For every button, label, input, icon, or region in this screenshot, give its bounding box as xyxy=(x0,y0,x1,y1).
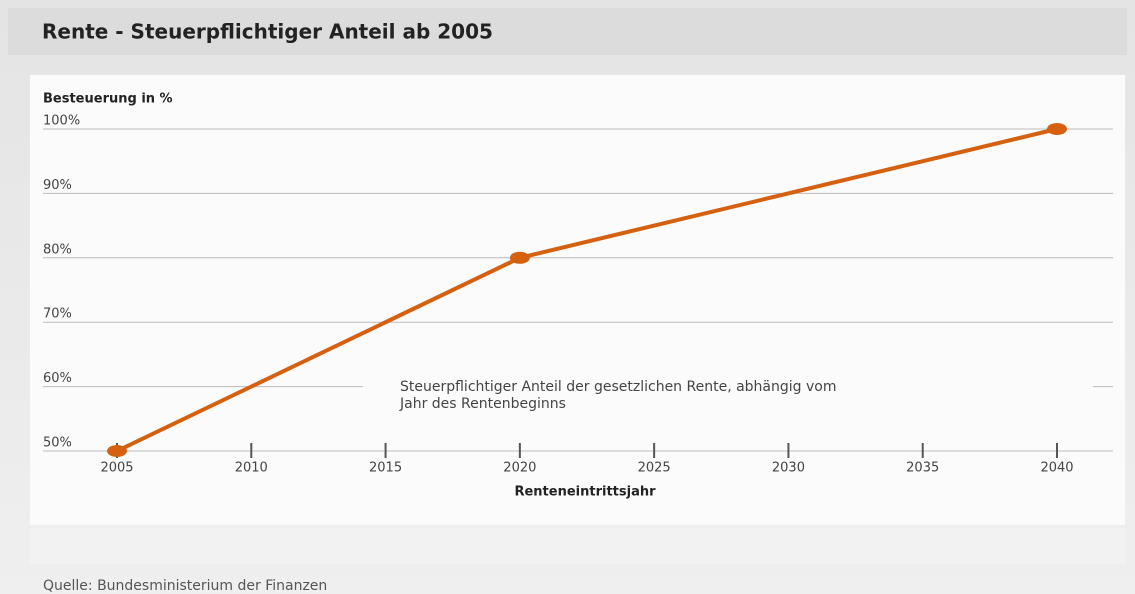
y-tick-label: 50% xyxy=(43,436,72,451)
y-tick-label: 90% xyxy=(43,178,72,193)
y-tick-label: 70% xyxy=(43,307,72,322)
chart-title: Rente - Steuerpflichtiger Anteil ab 2005 xyxy=(42,20,493,44)
point xyxy=(107,445,127,457)
source: Quelle: Bundesministerium der Finanzen xyxy=(43,578,327,594)
x-axis-label: Renteneintrittsjahr xyxy=(514,485,656,500)
y-tick-label: 100% xyxy=(43,114,80,129)
x-tick-label: 2010 xyxy=(235,461,268,476)
title-bar xyxy=(8,8,1127,55)
y-tick-label: 60% xyxy=(43,371,72,386)
y-axis-label: Besteuerung in % xyxy=(43,92,173,107)
footer-strip xyxy=(30,528,1125,564)
annotation: Steuerpflichtiger Anteil der gesetzliche… xyxy=(400,379,836,395)
x-tick-label: 2040 xyxy=(1040,461,1073,476)
point xyxy=(1047,123,1067,135)
grid xyxy=(43,128,1113,452)
x-tick-label: 2030 xyxy=(772,461,805,476)
x-tick-label: 2025 xyxy=(638,461,671,476)
annotation-bg xyxy=(363,376,1093,412)
y-tick-label: 80% xyxy=(43,242,72,257)
x-tick-label: 2035 xyxy=(906,461,939,476)
x-tick-label: 2005 xyxy=(100,461,133,476)
card xyxy=(30,75,1125,525)
annotation: Jahr des Rentenbeginns xyxy=(399,396,566,412)
point xyxy=(509,251,530,264)
x-tick-label: 2020 xyxy=(503,461,536,476)
x-tick-label: 2015 xyxy=(369,461,402,476)
